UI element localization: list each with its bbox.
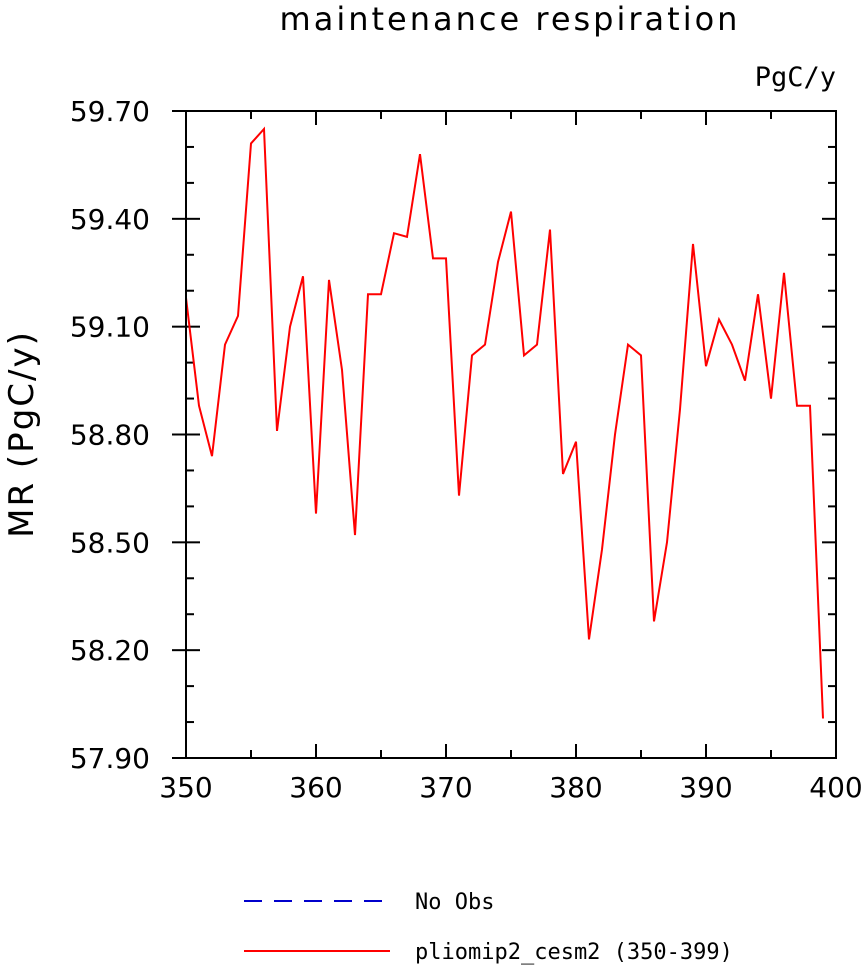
legend-label: pliomip2_cesm2 (350-399) bbox=[415, 940, 733, 965]
y-tick-label: 58.20 bbox=[70, 634, 150, 667]
axis-ticks bbox=[172, 110, 837, 759]
legend: No Obs pliomip2_cesm2 (350-399) bbox=[244, 890, 733, 965]
legend-label: No Obs bbox=[415, 890, 494, 915]
y-tick-label: 58.50 bbox=[70, 526, 150, 559]
y-tick-label: 59.70 bbox=[70, 95, 150, 128]
x-tick-label: 380 bbox=[549, 771, 602, 804]
y-axis-label: MR (PgC/y) bbox=[2, 330, 42, 538]
x-tick-label: 370 bbox=[419, 771, 472, 804]
x-tick-label: 400 bbox=[809, 771, 862, 804]
x-tick-label: 390 bbox=[679, 771, 732, 804]
tick-labels: 350 360 370 380 390 400 57.90 58.20 58.50 58.80 59… bbox=[70, 95, 863, 804]
x-tick-label: 360 bbox=[289, 771, 342, 804]
units-label: PgC/y bbox=[755, 62, 836, 93]
y-tick-label: 59.10 bbox=[70, 311, 150, 344]
series-line bbox=[185, 126, 824, 719]
y-tick-label: 59.40 bbox=[70, 203, 150, 236]
y-tick-label: 57.90 bbox=[70, 742, 150, 775]
chart-title: maintenance respiration bbox=[280, 0, 741, 38]
x-tick-label: 350 bbox=[159, 771, 212, 804]
y-tick-label: 58.80 bbox=[70, 419, 150, 452]
series-layer bbox=[185, 126, 824, 719]
plot-frame bbox=[185, 110, 837, 759]
